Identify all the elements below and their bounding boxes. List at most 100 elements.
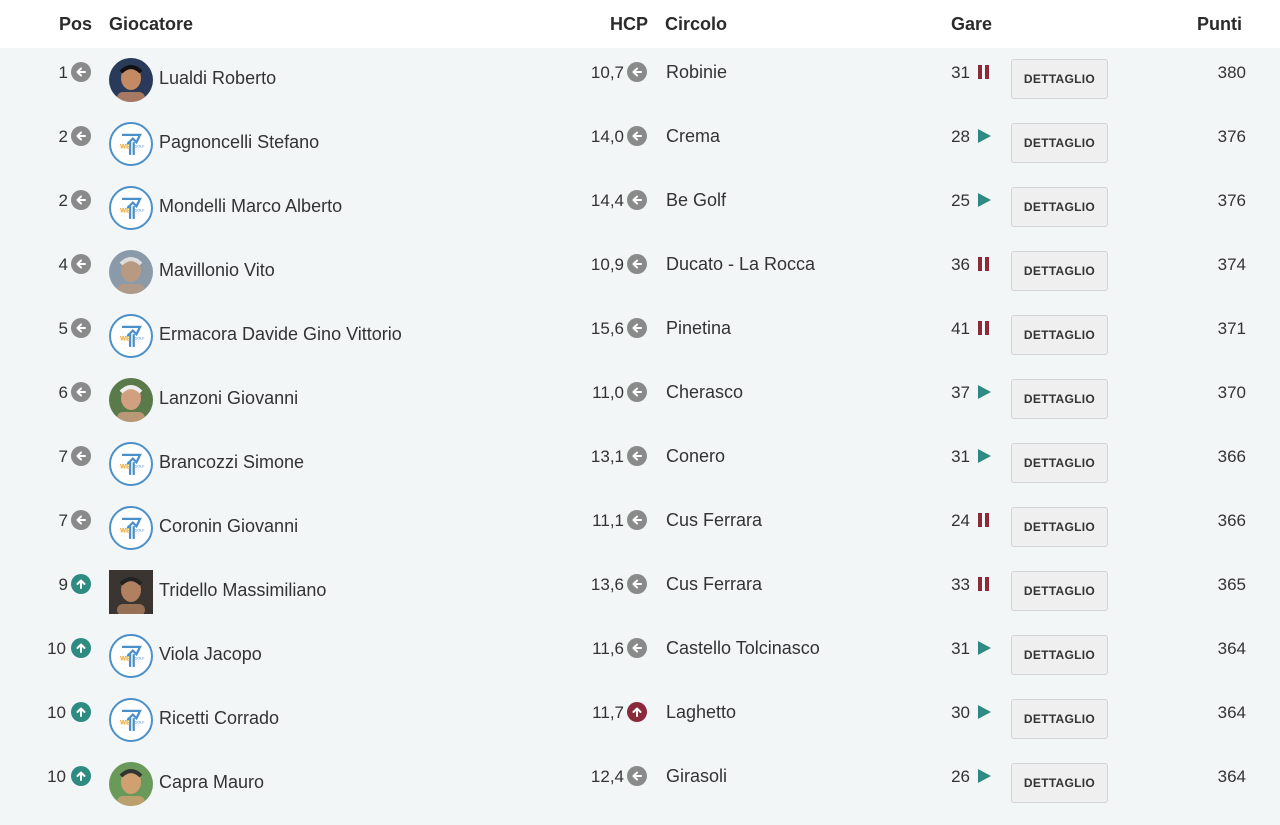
hcp-value: 11,6 <box>592 639 624 658</box>
position-value: 10 <box>47 639 66 658</box>
wegolfers-logo-avatar[interactable]: WE GOLF <box>109 634 153 678</box>
position-value: 7 <box>58 447 68 466</box>
pause-icon <box>976 576 992 592</box>
dettaglio-button[interactable]: DETTAGLIO <box>1011 187 1108 227</box>
dettaglio-button[interactable]: DETTAGLIO <box>1011 443 1108 483</box>
play-icon <box>976 768 992 784</box>
player-name[interactable]: Lualdi Roberto <box>159 68 277 88</box>
player-name[interactable]: Pagnoncelli Stefano <box>159 132 320 152</box>
player-name[interactable]: Capra Mauro <box>159 772 265 792</box>
svg-text:WE: WE <box>120 528 130 535</box>
hcp-value: 11,1 <box>592 511 624 530</box>
up-arrow-icon <box>71 702 91 722</box>
position-value: 5 <box>58 319 68 338</box>
left-arrow-icon <box>627 382 647 402</box>
up-arrow-icon <box>71 766 91 786</box>
player-name[interactable]: Mavillonio Vito <box>159 260 275 280</box>
dettaglio-button[interactable]: DETTAGLIO <box>1011 251 1108 291</box>
wegolfers-logo-avatar[interactable]: WE GOLF <box>109 122 153 166</box>
dettaglio-button[interactable]: DETTAGLIO <box>1011 507 1108 547</box>
header-hcp[interactable]: HCP <box>610 14 649 34</box>
club-name: Conero <box>666 446 726 466</box>
gare-count: 36 <box>951 255 970 274</box>
gare-count: 31 <box>951 639 970 658</box>
pause-icon <box>976 256 992 272</box>
svg-text:WE: WE <box>120 464 130 471</box>
points-value: 376 <box>1217 127 1246 146</box>
club-name: Laghetto <box>666 702 737 722</box>
table-row: 7 WE GOLF Coronin Giovanni 11,1 Cus Ferrara 24… <box>0 496 1280 560</box>
points-value: 370 <box>1217 383 1246 402</box>
dettaglio-button[interactable]: DETTAGLIO <box>1011 571 1108 611</box>
club-name: Castello Tolcinasco <box>666 638 820 658</box>
left-arrow-icon <box>71 446 91 466</box>
player-name[interactable]: Viola Jacopo <box>159 644 262 664</box>
club-name: Girasoli <box>666 766 728 786</box>
hcp-value: 11,0 <box>592 383 624 402</box>
player-name[interactable]: Mondelli Marco Alberto <box>159 196 343 216</box>
gare-count: 31 <box>951 63 970 82</box>
dettaglio-button[interactable]: DETTAGLIO <box>1011 123 1108 163</box>
table-row: 10 WE GOLF Viola Jacopo 11,6 Castello Tolcina… <box>0 624 1280 688</box>
header-pos[interactable]: Pos <box>59 14 93 34</box>
position-value: 10 <box>47 767 66 786</box>
gare-count: 24 <box>951 511 970 530</box>
table-row: 9 Tridello Massimiliano 13,6 Cus Ferrara 33 D… <box>0 560 1280 624</box>
pause-icon <box>976 512 992 528</box>
header-gare[interactable]: Gare <box>951 14 993 34</box>
left-arrow-icon <box>71 254 91 274</box>
header-circolo[interactable]: Circolo <box>665 14 728 34</box>
table-header: Pos Giocatore HCP Circolo Gare Punti <box>0 0 1280 48</box>
dettaglio-button[interactable]: DETTAGLIO <box>1011 379 1108 419</box>
avatar[interactable] <box>109 58 153 102</box>
points-value: 376 <box>1217 191 1246 210</box>
left-arrow-icon <box>71 190 91 210</box>
left-arrow-icon <box>71 510 91 530</box>
player-name[interactable]: Ricetti Corrado <box>159 708 280 728</box>
avatar[interactable] <box>109 762 153 806</box>
dettaglio-button[interactable]: DETTAGLIO <box>1011 59 1108 99</box>
dettaglio-button[interactable]: DETTAGLIO <box>1011 315 1108 355</box>
svg-text:WE: WE <box>120 720 130 727</box>
table-row: 4 Mavillonio Vito 10,9 Ducato - La Rocca 36 D… <box>0 240 1280 304</box>
position-value: 4 <box>58 255 68 274</box>
wegolfers-logo-avatar[interactable]: WE GOLF <box>109 506 153 550</box>
wegolfers-logo-avatar[interactable]: WE GOLF <box>109 698 153 742</box>
dettaglio-button[interactable]: DETTAGLIO <box>1011 763 1108 803</box>
points-value: 365 <box>1217 575 1246 594</box>
avatar[interactable] <box>109 378 153 422</box>
club-name: Cus Ferrara <box>666 574 763 594</box>
dettaglio-button[interactable]: DETTAGLIO <box>1011 635 1108 675</box>
ranking-table-body: 1 Lualdi Roberto 10,7 Robinie 31 DETTAGLIO 380… <box>0 48 1280 825</box>
gare-count: 30 <box>951 703 970 722</box>
club-name: Robinie <box>666 62 728 82</box>
wegolfers-logo-avatar[interactable]: WE GOLF <box>109 314 153 358</box>
header-punti[interactable]: Punti <box>1197 14 1242 34</box>
wegolfers-logo-avatar[interactable]: WE GOLF <box>109 186 153 230</box>
position-value: 9 <box>58 575 68 594</box>
player-name[interactable]: Coronin Giovanni <box>159 516 299 536</box>
player-name[interactable]: Ermacora Davide Gino Vittorio <box>159 324 402 344</box>
hcp-value: 12,4 <box>590 767 624 786</box>
left-arrow-icon <box>71 126 91 146</box>
points-value: 364 <box>1217 703 1246 722</box>
play-icon <box>976 128 992 144</box>
avatar[interactable] <box>109 250 153 294</box>
gare-count: 33 <box>951 575 970 594</box>
player-name[interactable]: Lanzoni Giovanni <box>159 388 299 408</box>
wegolfers-logo-avatar[interactable]: WE GOLF <box>109 442 153 486</box>
dettaglio-button[interactable]: DETTAGLIO <box>1011 699 1108 739</box>
hcp-value: 15,6 <box>590 319 624 338</box>
table-row: 7 WE GOLF Brancozzi Simone 13,1 Conero 31 DETTA… <box>0 432 1280 496</box>
svg-text:GOLF: GOLF <box>135 337 146 341</box>
header-giocatore[interactable]: Giocatore <box>109 14 194 34</box>
svg-text:WE: WE <box>120 336 130 343</box>
pause-icon <box>976 320 992 336</box>
avatar[interactable] <box>109 570 153 614</box>
gare-count: 41 <box>951 319 970 338</box>
player-name[interactable]: Brancozzi Simone <box>159 452 305 472</box>
svg-text:GOLF: GOLF <box>135 465 146 469</box>
left-arrow-icon <box>627 766 647 786</box>
table-row: 10 Capra Mauro 12,4 Girasoli 26 DETTAGLIO 364 <box>0 752 1280 816</box>
player-name[interactable]: Tridello Massimiliano <box>159 580 327 600</box>
